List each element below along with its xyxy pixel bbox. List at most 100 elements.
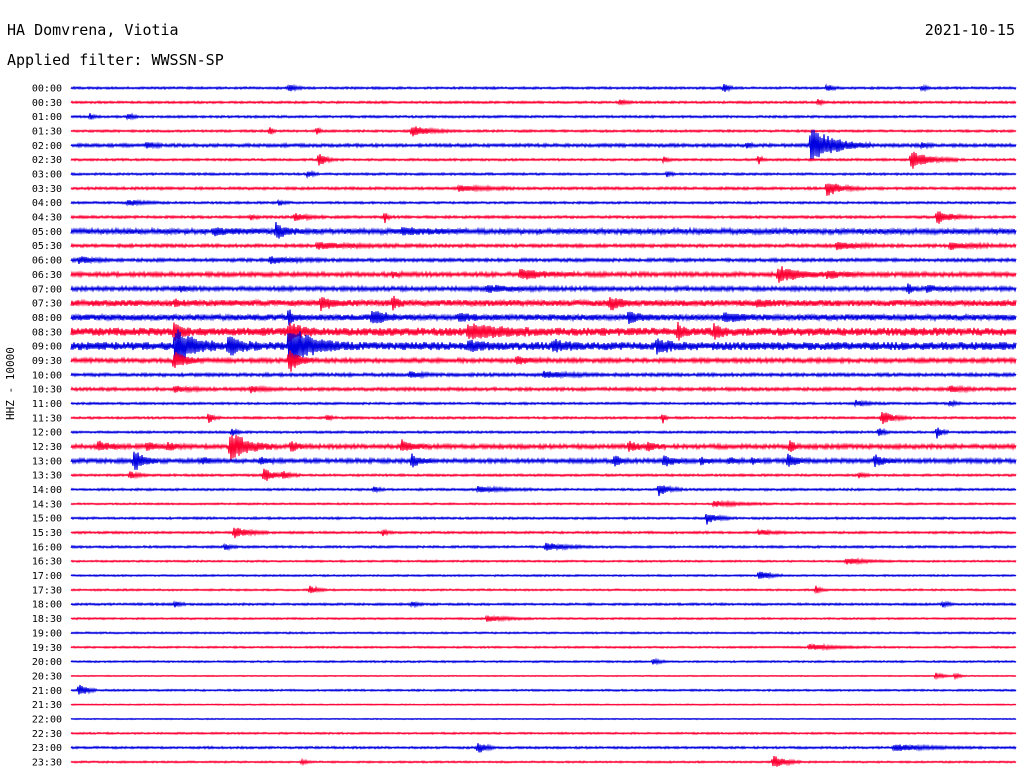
time-label: 17:30 bbox=[32, 585, 62, 596]
trace-line-2300 bbox=[70, 743, 1017, 753]
time-label: 18:00 bbox=[32, 600, 62, 611]
trace-line-1830 bbox=[70, 614, 1017, 623]
trace-line-0630 bbox=[70, 266, 1017, 283]
time-label: 02:30 bbox=[32, 155, 62, 166]
time-label: 11:00 bbox=[32, 399, 62, 410]
time-label: 19:00 bbox=[32, 628, 62, 639]
time-label: 11:30 bbox=[32, 413, 62, 424]
trace-line-0030 bbox=[70, 98, 1017, 107]
trace-line-1130 bbox=[70, 412, 1017, 425]
trace-line-0300 bbox=[70, 169, 1017, 179]
trace-line-1700 bbox=[70, 571, 1017, 580]
time-label: 22:00 bbox=[32, 714, 62, 725]
trace-line-1000 bbox=[70, 370, 1017, 380]
time-label: 23:30 bbox=[32, 757, 62, 768]
time-label: 05:00 bbox=[32, 227, 62, 238]
time-label: 15:00 bbox=[32, 514, 62, 525]
trace-line-1200 bbox=[70, 427, 1017, 439]
time-label: 20:00 bbox=[32, 657, 62, 668]
trace-line-1430 bbox=[70, 499, 1017, 509]
time-label: 05:30 bbox=[32, 241, 62, 252]
trace-line-0130 bbox=[70, 126, 1017, 137]
trace-line-0330 bbox=[70, 183, 1017, 196]
time-label: 16:00 bbox=[32, 542, 62, 553]
trace-line-2030 bbox=[70, 672, 1017, 681]
trace-line-1800 bbox=[70, 600, 1017, 609]
trace-line-1030 bbox=[70, 384, 1017, 394]
trace-line-0830 bbox=[70, 321, 1017, 343]
filter-label: Applied filter: WWSSN-SP bbox=[7, 51, 224, 69]
trace-line-1630 bbox=[70, 557, 1017, 566]
time-label: 08:00 bbox=[32, 313, 62, 324]
date-label: 2021-10-15 bbox=[924, 21, 1015, 39]
time-label: 14:00 bbox=[32, 485, 62, 496]
trace-line-0430 bbox=[70, 211, 1017, 224]
trace-line-2200 bbox=[70, 717, 1017, 721]
trace-line-2230 bbox=[70, 731, 1017, 736]
time-label: 20:30 bbox=[32, 671, 62, 682]
trace-line-0230 bbox=[70, 151, 1017, 169]
trace-line-0900 bbox=[70, 329, 1017, 366]
time-label: 03:00 bbox=[32, 170, 62, 181]
traces bbox=[70, 83, 1017, 767]
trace-line-0530 bbox=[70, 241, 1017, 251]
time-label: 16:30 bbox=[32, 557, 62, 568]
trace-line-2000 bbox=[70, 657, 1017, 666]
trace-line-1600 bbox=[70, 542, 1017, 552]
trace-line-0730 bbox=[70, 295, 1017, 311]
time-label: 21:00 bbox=[32, 686, 62, 697]
trace-line-0100 bbox=[70, 112, 1017, 121]
time-label: 13:00 bbox=[32, 456, 62, 467]
time-label: 19:30 bbox=[32, 643, 62, 654]
trace-line-1930 bbox=[70, 642, 1017, 652]
trace-line-1530 bbox=[70, 527, 1017, 539]
time-label: 18:30 bbox=[32, 614, 62, 625]
time-label: 01:30 bbox=[32, 127, 62, 138]
time-label: 04:00 bbox=[32, 198, 62, 209]
time-label: 22:30 bbox=[32, 729, 62, 740]
trace-line-2330 bbox=[70, 756, 1017, 767]
time-label: 01:00 bbox=[32, 112, 62, 123]
time-label: 10:00 bbox=[32, 370, 62, 381]
time-label: 12:00 bbox=[32, 428, 62, 439]
time-label: 12:30 bbox=[32, 442, 62, 453]
trace-line-1900 bbox=[70, 630, 1017, 635]
trace-line-1330 bbox=[70, 468, 1017, 481]
time-label: 00:30 bbox=[32, 98, 62, 109]
trace-line-0000 bbox=[70, 83, 1017, 93]
time-label: 00:00 bbox=[32, 84, 62, 95]
time-label: 09:00 bbox=[32, 342, 62, 353]
trace-line-0500 bbox=[70, 222, 1017, 239]
trace-line-1230 bbox=[70, 435, 1017, 461]
time-label: 14:30 bbox=[32, 499, 62, 510]
trace-line-1400 bbox=[70, 484, 1017, 497]
time-label: 13:30 bbox=[32, 471, 62, 482]
trace-line-0800 bbox=[70, 309, 1017, 326]
time-label: 07:30 bbox=[32, 299, 62, 310]
time-label: 21:30 bbox=[32, 700, 62, 711]
trace-line-0200 bbox=[70, 129, 1017, 161]
trace-line-0400 bbox=[70, 198, 1017, 207]
time-label: 04:30 bbox=[32, 213, 62, 224]
time-label: 09:30 bbox=[32, 356, 62, 367]
trace-line-1500 bbox=[70, 513, 1017, 525]
trace-line-1100 bbox=[70, 399, 1017, 408]
time-label: 06:00 bbox=[32, 256, 62, 267]
time-labels: 00:00 00:30 01:00 01:30 02:00 02:30 03:00 03:30… bbox=[32, 84, 62, 769]
time-label: 10:30 bbox=[32, 385, 62, 396]
time-label: 07:00 bbox=[32, 284, 62, 295]
time-label: 08:30 bbox=[32, 327, 62, 338]
station-title: HA Domvrena, Viotia bbox=[7, 21, 179, 39]
trace-line-2130 bbox=[70, 703, 1017, 706]
time-label: 23:00 bbox=[32, 743, 62, 754]
trace-line-0600 bbox=[70, 255, 1017, 265]
time-label: 03:30 bbox=[32, 184, 62, 195]
time-label: 17:00 bbox=[32, 571, 62, 582]
time-label: 02:00 bbox=[32, 141, 62, 152]
time-label: 06:30 bbox=[32, 270, 62, 281]
trace-line-0700 bbox=[70, 283, 1017, 295]
trace-line-0930 bbox=[70, 350, 1017, 372]
trace-line-1730 bbox=[70, 585, 1017, 595]
trace-line-1300 bbox=[70, 451, 1017, 470]
